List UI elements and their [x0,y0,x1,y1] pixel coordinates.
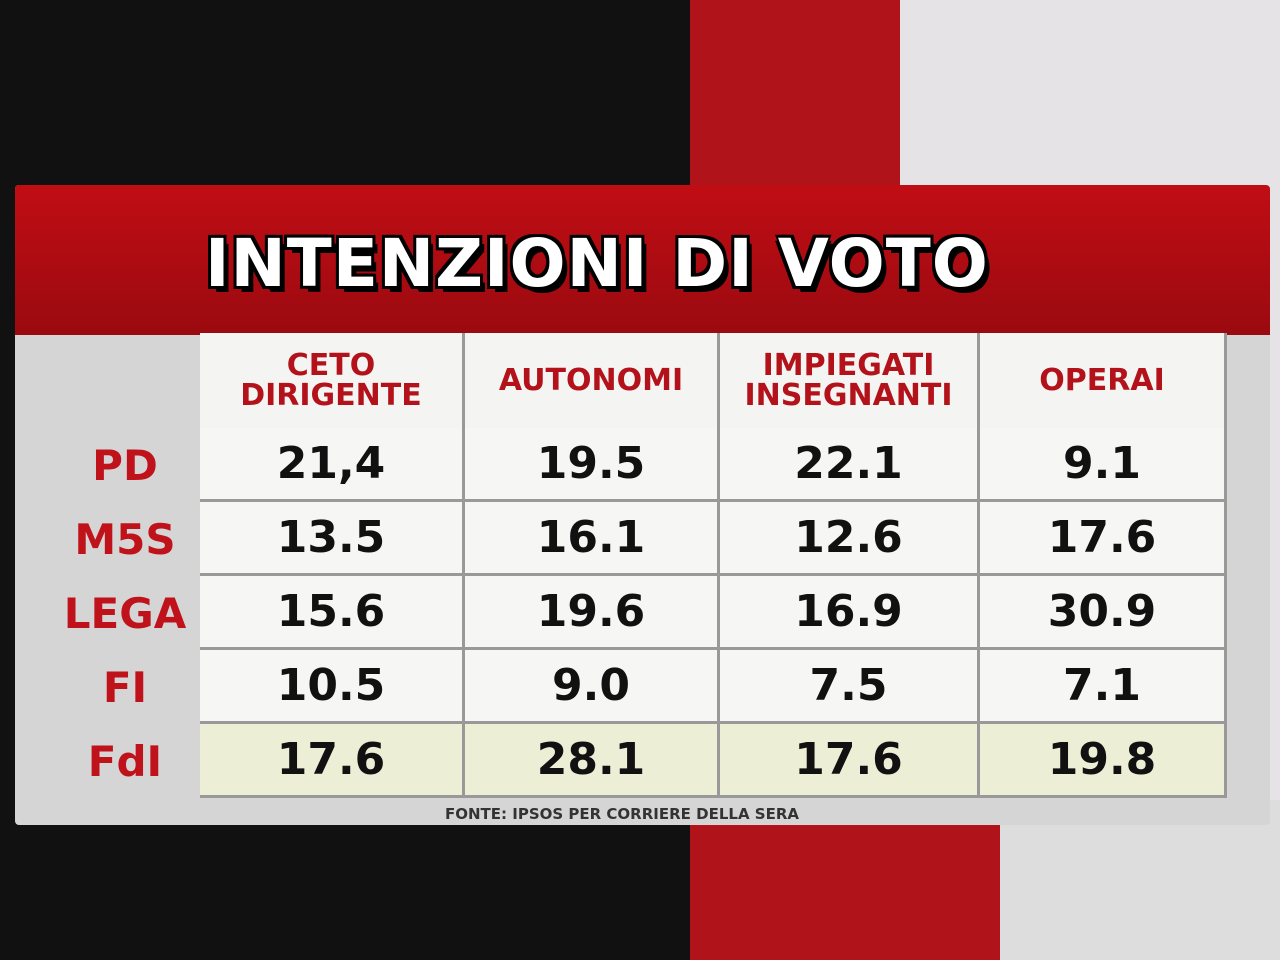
table-cell: 17.6 [720,724,980,798]
table-cell: 7.1 [980,650,1227,724]
table-cell: 13.5 [200,502,465,576]
row-label: PD [92,440,158,490]
table-cell: 17.6 [980,502,1227,576]
row-label: FI [102,662,148,712]
table-cell: 19.5 [465,428,720,502]
table-cell: 7.5 [720,650,980,724]
row-label: FdI [87,736,163,786]
table-cell: 19.8 [980,724,1227,798]
column-header: AUTONOMI [465,333,720,428]
table-cell: 10.5 [200,650,465,724]
table-cell: 17.6 [200,724,465,798]
column-header: OPERAI [980,333,1227,428]
table-cell: 16.9 [720,576,980,650]
source: FONTE: IPSOS PER CORRIERE DELLA SERA [445,805,799,823]
table-cell: 12.6 [720,502,980,576]
background-white [1000,800,1280,960]
row-label: M5S [74,514,176,564]
column-header: CETO DIRIGENTE [200,333,465,428]
table-cell: 19.6 [465,576,720,650]
table-cell: 28.1 [465,724,720,798]
table-cell: 9.1 [980,428,1227,502]
table-cell: 30.9 [980,576,1227,650]
table-cell: 22.1 [720,428,980,502]
graphic-panel: INTENZIONI DI VOTO FONTE: IPSOS PER CORR… [15,185,1270,825]
column-header: IMPIEGATI INSEGNANTI [720,333,980,428]
table-cell: 9.0 [465,650,720,724]
title: INTENZIONI DI VOTO [205,225,989,302]
table-cell: 15.6 [200,576,465,650]
background-stripe [820,800,1000,960]
table-cell: 16.1 [465,502,720,576]
row-label: LEGA [63,588,187,638]
title-band [15,185,1270,335]
table-cell: 21,4 [200,428,465,502]
